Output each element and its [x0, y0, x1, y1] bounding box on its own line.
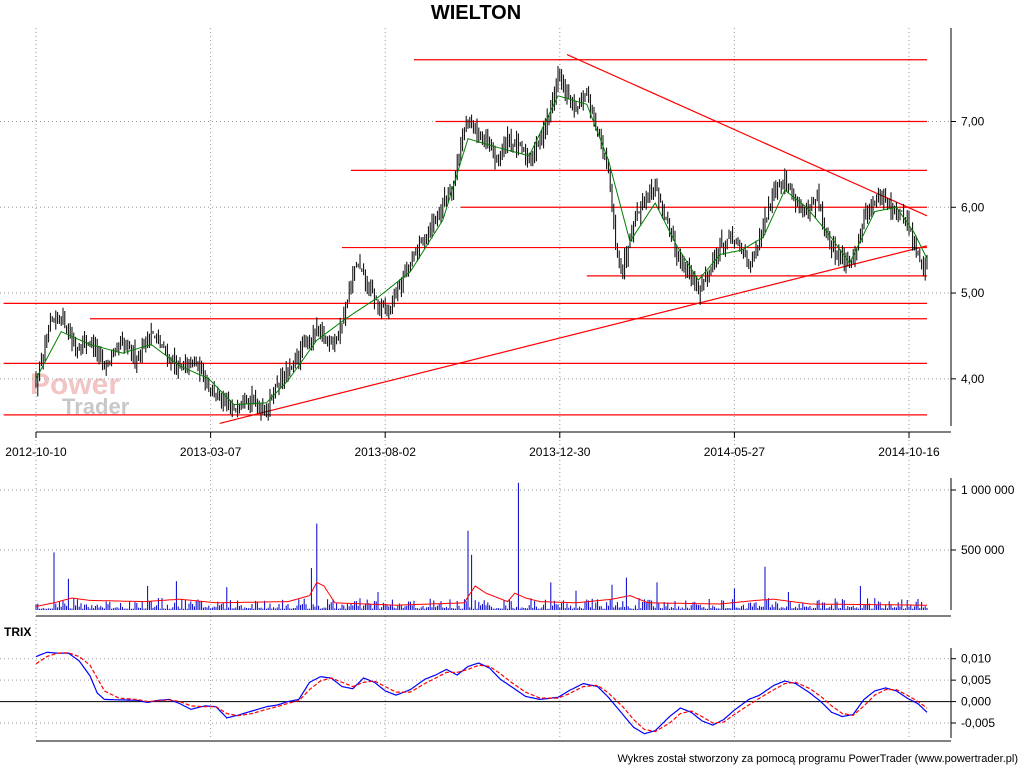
- trix-panel: TRIX: [0, 625, 951, 735]
- volume-moving-average: [35, 581, 927, 607]
- axes: 2012-10-10 2013-03-07 2013-08-02 2013-12-30…: [5, 28, 1015, 742]
- trix-y-tick-label-0: 0,010: [961, 652, 991, 666]
- x-tick-label-5: 2014-10-16: [878, 445, 940, 459]
- watermark: Power Trader: [30, 368, 130, 419]
- grid-lines: [0, 28, 951, 738]
- price-y-tick-label-0: 4,00: [961, 372, 985, 386]
- volume-y-tick-label-1: 1 000 000: [961, 483, 1015, 497]
- price-y-tick-label-2: 6,00: [961, 200, 985, 214]
- price-y-tick-label-1: 5,00: [961, 286, 985, 300]
- volume-panel: [35, 482, 928, 610]
- x-tick-label-0: 2012-10-10: [5, 445, 67, 459]
- x-tick-label-4: 2014-05-27: [704, 445, 766, 459]
- trend-line-1: [566, 54, 928, 217]
- chart-title: WIELTON: [431, 2, 521, 24]
- trix-series-signal: [35, 652, 928, 733]
- price-moving-average: [35, 95, 928, 406]
- footer-credit: Wykres został stworzony za pomocą progra…: [617, 753, 1018, 765]
- trend-line-0: [219, 245, 928, 425]
- trix-y-tick-label-2: 0,000: [961, 695, 991, 709]
- x-tick-label-3: 2013-12-30: [529, 445, 591, 459]
- trix-panel-label: TRIX: [4, 625, 31, 639]
- x-tick-label-2: 2013-08-02: [355, 445, 417, 459]
- trix-series-trix: [35, 651, 928, 735]
- trix-y-tick-label-1: 0,005: [961, 673, 991, 687]
- price-y-tick-label-3: 7,00: [961, 114, 985, 128]
- watermark-power: Power: [30, 368, 120, 401]
- x-tick-label-1: 2013-03-07: [180, 445, 242, 459]
- price-panel: [3, 54, 928, 425]
- trix-y-tick-label-3: -0,005: [961, 716, 995, 730]
- volume-y-tick-label-0: 500 000: [961, 543, 1005, 557]
